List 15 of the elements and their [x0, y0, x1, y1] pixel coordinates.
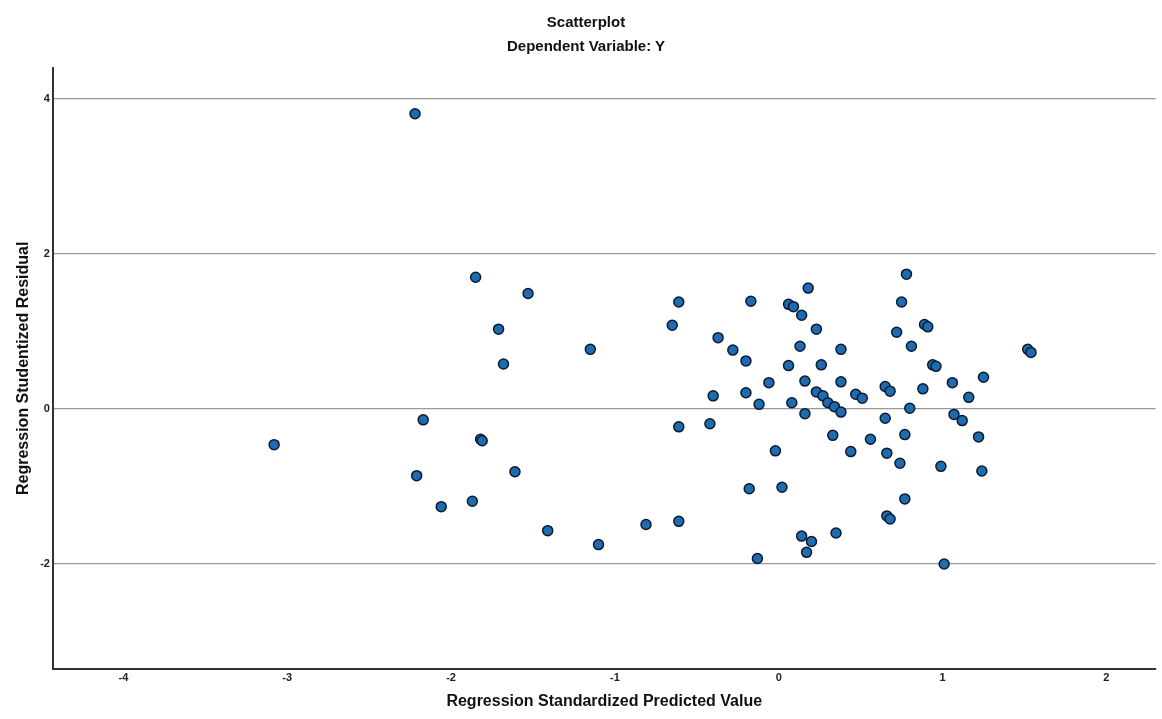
x-tick-label: -4	[118, 671, 130, 684]
x-tick-label: -1	[610, 671, 620, 684]
y-axis-title: Regression Studentized Residual	[14, 241, 32, 495]
x-tick-label: -3	[282, 671, 293, 684]
x-tick-label: 1	[939, 671, 946, 684]
chart-title: Scatterplot	[546, 13, 626, 31]
y-tick-label: -2	[40, 557, 50, 570]
x-tick-label: -2	[446, 671, 456, 684]
x-axis-title: Regression Standardized Predicted Value	[446, 691, 763, 709]
chart-subtitle: Dependent Variable: Y	[506, 37, 666, 55]
y-tick-label: 2	[43, 247, 50, 260]
y-tick-label: 4	[43, 92, 51, 105]
x-tick-label: 0	[775, 671, 782, 684]
x-tick-label: 2	[1103, 671, 1110, 684]
y-tick-label: 0	[43, 402, 50, 415]
